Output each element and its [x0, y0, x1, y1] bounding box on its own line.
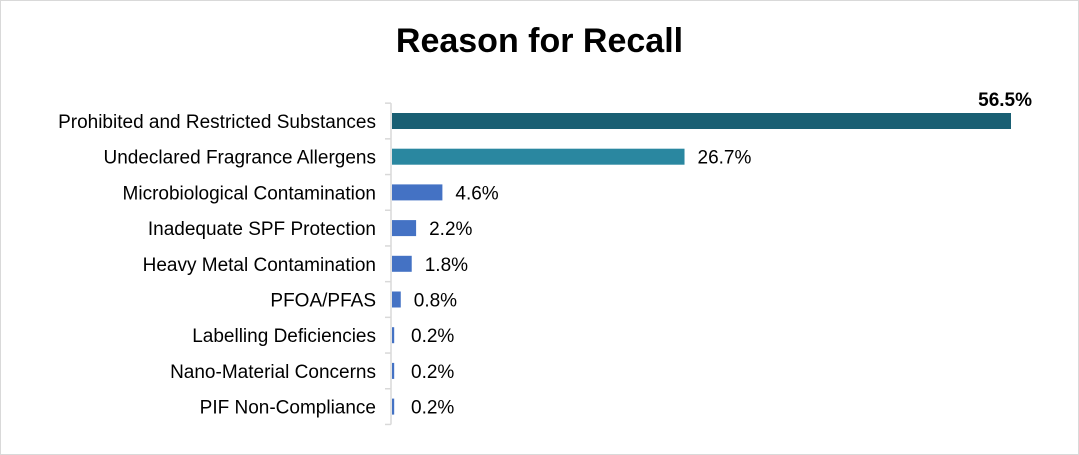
bar — [392, 220, 417, 237]
value-label: 0.2% — [411, 326, 454, 347]
value-label: 2.2% — [429, 219, 472, 240]
category-label: Labelling Deficiencies — [192, 326, 376, 347]
value-label: 26.7% — [698, 148, 752, 169]
value-label: 0.2% — [411, 398, 454, 419]
category-label: PIF Non-Compliance — [200, 398, 376, 419]
category-label: Nano-Material Concerns — [170, 362, 376, 383]
bar — [392, 398, 395, 415]
value-label: 1.8% — [425, 255, 468, 276]
bar — [392, 291, 401, 308]
bar — [392, 362, 395, 379]
bar — [392, 327, 395, 344]
category-label: Undeclared Fragrance Allergens — [104, 148, 377, 169]
bar — [392, 113, 1011, 129]
bar — [392, 148, 685, 165]
value-label: 56.5% — [978, 90, 1032, 111]
category-label: Heavy Metal Contamination — [143, 255, 376, 276]
value-label: 0.8% — [414, 291, 457, 312]
category-label: PFOA/PFAS — [270, 291, 376, 312]
value-label: 0.2% — [411, 362, 454, 383]
bar — [392, 184, 443, 201]
category-label: Inadequate SPF Protection — [148, 219, 376, 240]
category-label: Prohibited and Restricted Substances — [58, 112, 376, 133]
chart-title: Reason for Recall — [395, 22, 684, 60]
bar — [392, 255, 412, 272]
value-label: 4.6% — [455, 183, 498, 204]
category-label: Microbiological Contamination — [123, 183, 376, 204]
